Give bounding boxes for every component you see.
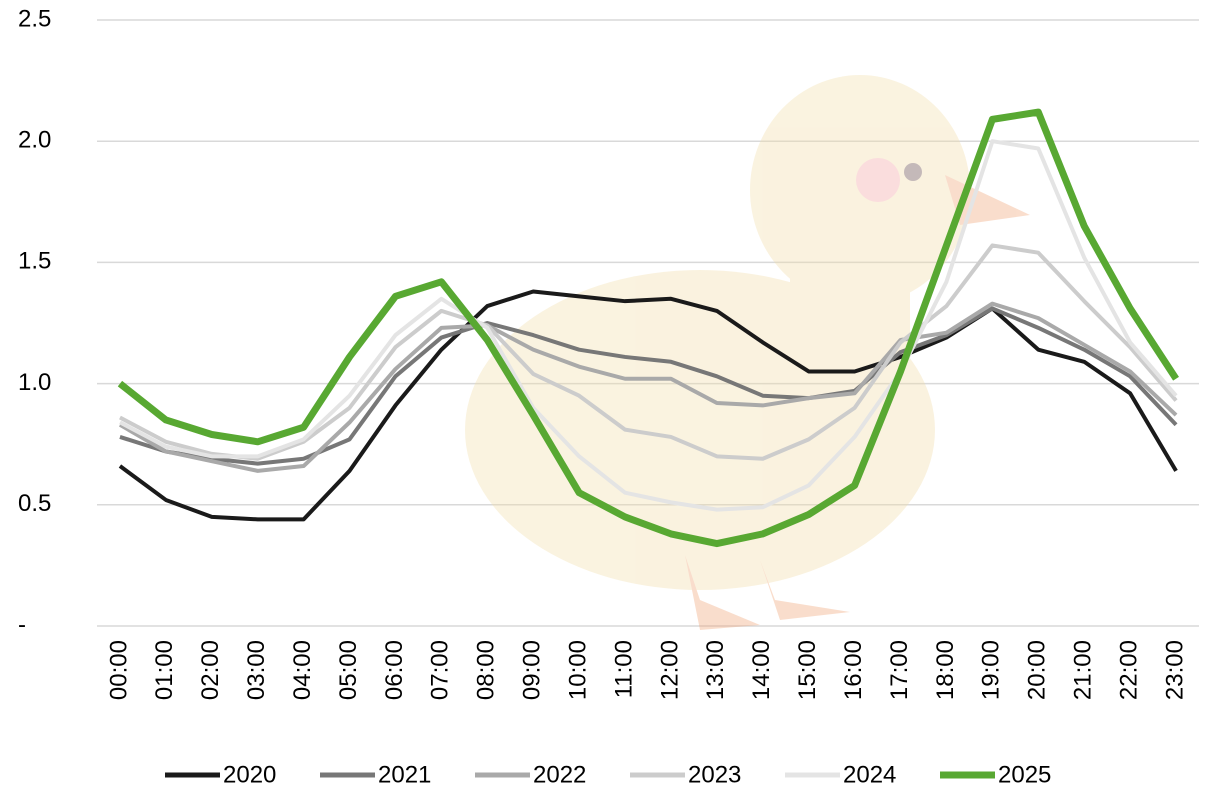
legend-label: 2025 <box>998 761 1051 788</box>
y-tick-label: 1.0 <box>18 369 51 396</box>
x-tick-label: 18:00 <box>932 640 959 700</box>
x-tick-label: 09:00 <box>519 640 546 700</box>
legend-label: 2022 <box>533 761 586 788</box>
x-tick-label: 14:00 <box>748 640 775 700</box>
x-tick-label: 23:00 <box>1161 640 1188 700</box>
legend-label: 2020 <box>223 761 276 788</box>
y-tick-label: - <box>18 611 26 638</box>
x-tick-label: 12:00 <box>656 640 683 700</box>
legend-label: 2021 <box>378 761 431 788</box>
y-tick-label: 2.0 <box>18 127 51 154</box>
legend-label: 2023 <box>688 761 741 788</box>
y-tick-label: 2.5 <box>18 5 51 32</box>
x-tick-label: 20:00 <box>1024 640 1051 700</box>
x-tick-label: 02:00 <box>197 640 224 700</box>
x-tick-label: 03:00 <box>243 640 270 700</box>
x-tick-label: 19:00 <box>978 640 1005 700</box>
x-tick-label: 21:00 <box>1070 640 1097 700</box>
chart: - 0.5 1.0 1.5 2.0 2.5 00:00 01:00 02:00 03:00 04:0… <box>0 0 1207 791</box>
x-tick-label: 15:00 <box>794 640 821 700</box>
x-tick-label: 17:00 <box>886 640 913 700</box>
x-tick-label: 04:00 <box>289 640 316 700</box>
x-tick-label: 16:00 <box>840 640 867 700</box>
x-tick-label: 07:00 <box>427 640 454 700</box>
y-tick-label: 1.5 <box>18 248 51 275</box>
x-tick-label: 08:00 <box>473 640 500 700</box>
x-tick-label: 10:00 <box>564 640 591 700</box>
y-tick-label: 0.5 <box>18 490 51 517</box>
x-tick-label: 06:00 <box>381 640 408 700</box>
duck-illustration <box>465 75 1030 630</box>
x-tick-label: 13:00 <box>702 640 729 700</box>
x-tick-label: 05:00 <box>335 640 362 700</box>
x-tick-label: 22:00 <box>1115 640 1142 700</box>
x-tick-label: 01:00 <box>151 640 178 700</box>
x-tick-label: 00:00 <box>105 640 132 700</box>
legend-label: 2024 <box>843 761 896 788</box>
x-tick-label: 11:00 <box>610 640 637 698</box>
